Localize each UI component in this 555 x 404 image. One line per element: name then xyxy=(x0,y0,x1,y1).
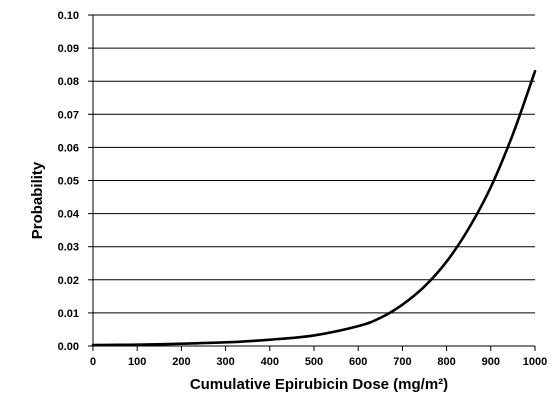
series-line-0 xyxy=(91,69,537,347)
y-tick-label-9: 0.09 xyxy=(58,43,79,55)
y-tick-label-4: 0.04 xyxy=(58,209,80,221)
x-tick-label-8: 800 xyxy=(437,356,455,368)
y-tick-label-6: 0.06 xyxy=(58,142,79,154)
y-tick-label-7: 0.07 xyxy=(58,109,79,121)
x-tick-label-6: 600 xyxy=(349,356,367,368)
series-group xyxy=(91,69,537,347)
y-tick-label-2: 0.02 xyxy=(58,275,79,287)
x-tick-labels: 0 100 200 300 400 500 600 700 800 900 1000 xyxy=(90,356,547,368)
gridlines xyxy=(93,14,535,314)
x-axis-title: Cumulative Epirubicin Dose (mg/m²) xyxy=(190,376,448,393)
x-tick-label-9: 900 xyxy=(482,356,500,368)
y-tick-label-0: 0.00 xyxy=(58,341,79,353)
x-tick-label-4: 400 xyxy=(261,356,279,368)
axes xyxy=(88,14,536,351)
y-tick-label-10: 0.10 xyxy=(58,10,79,22)
y-tick-label-1: 0.01 xyxy=(58,308,79,320)
x-tick-label-7: 700 xyxy=(393,356,411,368)
y-tick-label-8: 0.08 xyxy=(58,76,79,88)
x-tick-label-5: 500 xyxy=(305,356,323,368)
y-axis-title: Probability xyxy=(29,161,46,239)
y-tick-labels: 0.00 0.01 0.02 0.03 0.04 0.05 0.06 0.07 0.08 0.09… xyxy=(58,10,80,353)
x-tick-label-1: 100 xyxy=(128,356,146,368)
y-tick-label-3: 0.03 xyxy=(58,242,79,254)
x-tick-label-3: 300 xyxy=(216,356,234,368)
x-tick-label-10: 1000 xyxy=(523,356,547,368)
x-tick-label-0: 0 xyxy=(90,356,96,368)
x-tick-label-2: 200 xyxy=(172,356,190,368)
y-tick-label-5: 0.05 xyxy=(58,176,79,188)
